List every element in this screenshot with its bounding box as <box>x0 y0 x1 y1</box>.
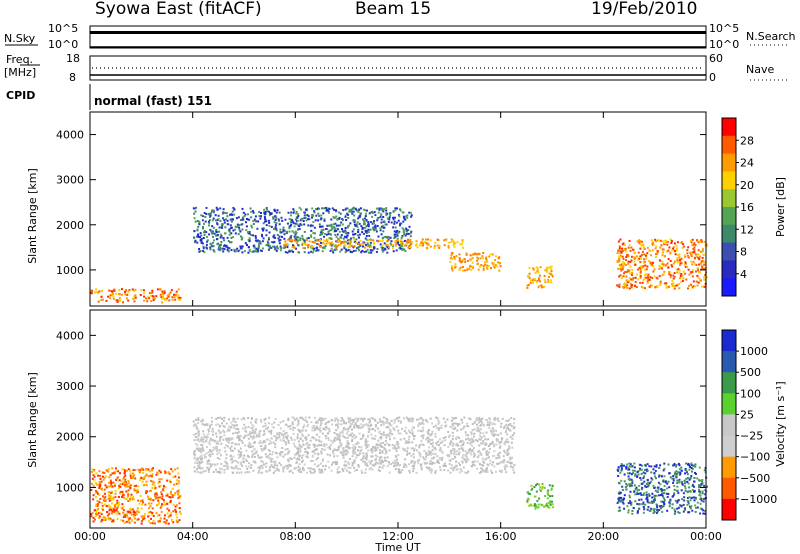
nave-tick-top: 60 <box>709 52 723 65</box>
velocity-colorbar-tick: 25 <box>740 408 754 421</box>
velocity-ytick-label: 3000 <box>56 380 84 393</box>
date-title: 19/Feb/2010 <box>591 0 698 19</box>
velocity-ytick-label: 4000 <box>56 329 84 342</box>
power-ytick-label: 1000 <box>56 264 84 277</box>
velocity-colorbar-tick: −100 <box>740 451 770 464</box>
cpid-value: normal (fast) 151 <box>94 94 212 108</box>
velocity-xlabel: Time UT <box>374 541 420 554</box>
velocity-echo-region <box>526 483 554 510</box>
power-colorbar: 28 24 20 16 12 8 4 <box>721 117 754 297</box>
velocity-colorbar-cell <box>722 498 736 521</box>
power-ytick-label: 3000 <box>56 174 84 187</box>
power-colorbar-label: Power [dB] <box>774 177 787 237</box>
nsky-label: N.Sky <box>4 32 36 45</box>
velocity-echo-region <box>90 467 182 525</box>
velocity-panel: 4000 3000 2000 1000 00:00 04:00 08:00 12:00 16:… <box>56 112 722 543</box>
power-colorbar-tick: 28 <box>740 134 754 147</box>
power-colorbar-cell <box>722 153 736 172</box>
velocity-colorbar-cell <box>722 351 736 373</box>
nsearch-tick-bottom: 10^0 <box>709 38 740 51</box>
power-echo-region <box>192 206 413 254</box>
power-colorbar-tick: 20 <box>740 179 754 192</box>
power-colorbar-cell <box>722 224 736 244</box>
nsky-tick-bottom: 10^0 <box>48 38 79 51</box>
velocity-colorbar-tick: 500 <box>740 366 761 379</box>
velocity-colorbar-cell <box>722 477 736 500</box>
power-colorbar-cell <box>722 118 736 137</box>
velocity-ytick-label: 1000 <box>56 481 84 494</box>
power-colorbar-tick: 24 <box>740 157 754 170</box>
velocity-colorbar-cell <box>722 456 736 479</box>
power-echo-region <box>90 288 182 304</box>
power-colorbar-tick: 8 <box>740 246 747 259</box>
power-colorbar-cell <box>722 278 736 297</box>
beam-title: Beam 15 <box>355 0 432 19</box>
velocity-echo-region <box>616 462 708 515</box>
velocity-ytick-label: 2000 <box>56 431 84 444</box>
power-colorbar-cell <box>722 135 736 155</box>
velocity-echo-region <box>192 416 516 475</box>
power-colorbar-tick: 16 <box>740 201 754 214</box>
power-colorbar-cell <box>722 242 736 261</box>
velocity-colorbar-cell <box>722 330 736 352</box>
velocity-colorbar-tick: −500 <box>740 472 770 485</box>
velocity-colorbar-cell <box>722 372 736 394</box>
cpid-label: CPID <box>6 89 36 102</box>
nsearch-label: N.Search <box>746 30 796 43</box>
velocity-xtick-label: 04:00 <box>177 530 209 543</box>
power-colorbar-cell <box>722 260 736 279</box>
nsearch-tick-top: 10^5 <box>709 22 740 35</box>
power-colorbar-cell <box>722 189 736 208</box>
velocity-colorbar-label: Velocity [m s⁻¹] <box>774 381 787 466</box>
velocity-ylabel: Slant Range [km] <box>26 372 39 468</box>
freq-tick-bottom: 8 <box>69 71 76 84</box>
freq-unit-label: [MHz] <box>4 66 37 79</box>
station-title: Syowa East (fitACF) <box>95 0 262 19</box>
power-echo-region <box>526 265 554 289</box>
power-colorbar-cell <box>722 207 736 226</box>
velocity-xtick-label: 00:00 <box>74 530 106 543</box>
power-colorbar-tick: 12 <box>740 223 754 236</box>
power-ytick-label: 4000 <box>56 129 84 142</box>
velocity-colorbar-tick: −25 <box>740 430 763 443</box>
nave-label: Nave <box>746 63 775 76</box>
nsky-tick-top: 10^5 <box>48 22 79 35</box>
power-colorbar-tick: 4 <box>740 268 747 281</box>
nave-tick-bottom: 0 <box>709 71 716 84</box>
velocity-colorbar-tick: 100 <box>740 387 761 400</box>
velocity-colorbar-cell <box>722 435 736 458</box>
velocity-xtick-label: 16:00 <box>485 530 517 543</box>
freq-panel <box>20 55 790 81</box>
velocity-xtick-label: 00:00 <box>690 530 722 543</box>
power-echo-region <box>449 251 502 272</box>
freq-label: Freq. <box>6 53 34 66</box>
velocity-colorbar-tick: −1000 <box>740 493 777 506</box>
power-echo-region <box>283 238 464 250</box>
velocity-colorbar-cell <box>722 393 736 415</box>
nsky-panel <box>5 25 790 49</box>
velocity-colorbar-cell <box>722 414 736 436</box>
velocity-xtick-label: 12:00 <box>382 530 414 543</box>
power-colorbar-cell <box>722 171 736 190</box>
power-ylabel: Slant Range [km] <box>26 168 39 264</box>
velocity-xtick-label: 08:00 <box>279 530 311 543</box>
power-panel: 4000 3000 2000 1000 <box>56 111 708 307</box>
velocity-colorbar: 1000 500 100 25 −25 −100 −500 −1000 <box>721 329 777 521</box>
velocity-colorbar-tick: 1000 <box>740 345 768 358</box>
velocity-xtick-label: 20:00 <box>587 530 619 543</box>
freq-tick-top: 18 <box>66 52 80 65</box>
power-ytick-label: 2000 <box>56 219 84 232</box>
nsky-trace <box>90 31 706 34</box>
